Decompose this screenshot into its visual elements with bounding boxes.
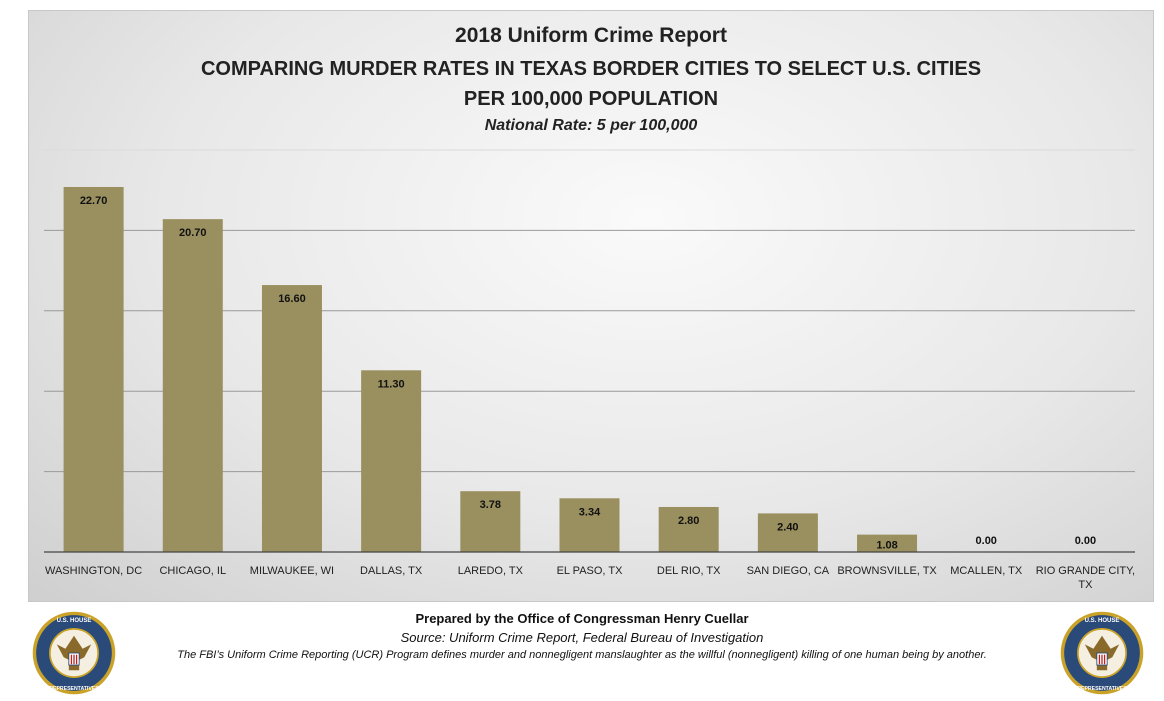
svg-text:REPRESENTATIVES: REPRESENTATIVES: [49, 686, 99, 692]
svg-text:REPRESENTATIVES: REPRESENTATIVES: [1077, 686, 1127, 692]
category-label: RIO GRANDE CITY, TX: [1036, 565, 1135, 591]
category-labels: WASHINGTON, DC CHICAGO, IL MILWAUKEE, WI DA…: [45, 565, 1135, 591]
bar: [757, 513, 818, 552]
bar: [857, 534, 918, 552]
category-label: LAREDO, TX: [458, 565, 524, 577]
category-label: SAN DIEGO, CA: [747, 565, 830, 577]
category-label: WASHINGTON, DC: [45, 565, 142, 577]
bar: [162, 219, 223, 553]
footer: U.S. HOUSE REPRESENTATIVES Prepared by t…: [0, 602, 1164, 701]
source-text: Source: Uniform Crime Report, Federal Bu…: [400, 630, 764, 645]
chart-title: 2018 Uniform Crime Report: [455, 24, 727, 47]
house-seal-icon: U.S. HOUSE REPRESENTATIVES: [32, 611, 116, 695]
bar: [559, 498, 620, 552]
category-label: CHICAGO, IL: [159, 565, 226, 577]
category-label: DEL RIO, TX: [657, 565, 721, 577]
data-label: 16.60: [278, 293, 306, 305]
data-label: 0.00: [976, 535, 997, 547]
category-label: MILWAUKEE, WI: [250, 565, 334, 577]
data-label: 1.08: [876, 540, 897, 552]
bar-chart: 22.70 20.70 16.60 11.30 3.78 3.34 2.80 2.40 1.08…: [44, 149, 1135, 591]
data-label: 11.30: [378, 378, 405, 390]
bar: [658, 506, 719, 552]
bar: [261, 285, 322, 552]
svg-text:U.S. HOUSE: U.S. HOUSE: [57, 618, 92, 624]
prepared-by-text: Prepared by the Office of Congressman He…: [415, 611, 749, 626]
category-label: MCALLEN, TX: [950, 565, 1023, 577]
data-label: 3.34: [579, 506, 601, 518]
category-label: BROWNSVILLE, TX: [837, 565, 937, 577]
svg-text:U.S. HOUSE: U.S. HOUSE: [1085, 618, 1120, 624]
house-seal-icon: U.S. HOUSE REPRESENTATIVES: [1060, 611, 1144, 695]
gridlines: [44, 149, 1135, 473]
chart-subtitle: COMPARING MURDER RATES IN TEXAS BORDER C…: [200, 58, 982, 110]
bar: [63, 186, 124, 552]
data-label: 2.80: [678, 515, 699, 527]
bars: 22.70 20.70 16.60 11.30 3.78 3.34 2.80 2.40 1.08…: [63, 186, 1096, 553]
category-label: DALLAS, TX: [360, 565, 423, 577]
data-label: 22.70: [80, 195, 108, 207]
category-label: EL PASO, TX: [557, 565, 623, 577]
data-label: 20.70: [179, 227, 207, 239]
bar: [460, 491, 521, 552]
data-label: 3.78: [480, 499, 501, 511]
data-label: 2.40: [777, 521, 798, 533]
national-rate-annotation: National Rate: 5 per 100,000: [484, 117, 698, 134]
data-label: 0.00: [1075, 535, 1096, 547]
bar: [361, 370, 422, 552]
definition-text: The FBI’s Uniform Crime Reporting (UCR) …: [177, 649, 987, 661]
